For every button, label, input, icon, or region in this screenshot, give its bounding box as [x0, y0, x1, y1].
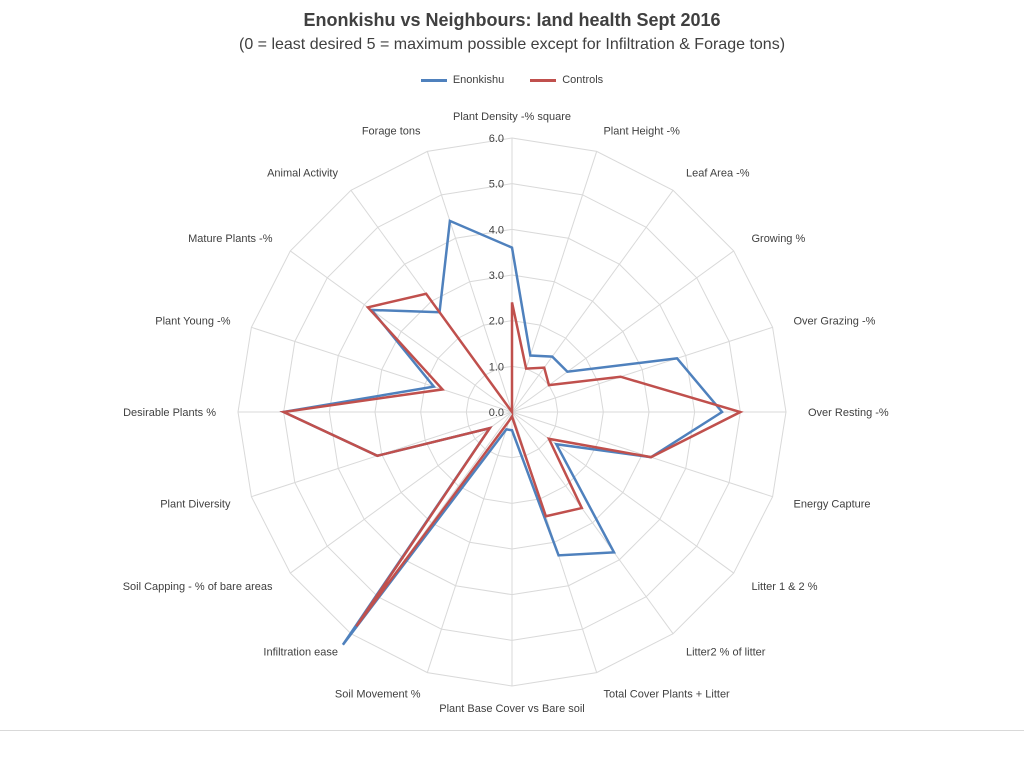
category-label: Plant Base Cover vs Bare soil	[439, 703, 585, 715]
grid-spoke	[290, 411, 513, 574]
legend-item-enonkishu: Enonkishu	[420, 74, 505, 86]
grid-spoke	[251, 326, 513, 413]
category-label: Soil Capping - % of bare areas	[123, 581, 273, 593]
tick-label: 2.0	[489, 316, 504, 328]
tick-label: 4.0	[489, 224, 504, 236]
chart-title: Enonkishu vs Neighbours: land health Sep…	[303, 10, 721, 30]
category-label: Growing %	[751, 233, 805, 245]
label-layer: Plant Density -% square Plant Height -% Le…	[123, 111, 889, 715]
category-label: Forage tons	[362, 125, 421, 137]
legend-item-controls: Controls	[530, 74, 603, 86]
legend: Enonkishu Controls	[0, 74, 1024, 86]
category-label: Litter2 % of litter	[686, 646, 766, 658]
tick-label: 0.0	[489, 407, 504, 419]
category-label: Infiltration ease	[263, 646, 338, 658]
legend-label-enonkishu: Enonkishu	[452, 74, 505, 86]
grid-spoke	[511, 326, 773, 413]
category-label: Litter 1 & 2 %	[751, 581, 817, 593]
series-controls-line	[279, 292, 744, 628]
category-label: Animal Activity	[267, 168, 338, 180]
category-label: Desirable Plants %	[123, 407, 216, 419]
footer-divider	[0, 730, 1024, 731]
category-label: Energy Capture	[794, 498, 871, 510]
category-label: Total Cover Plants + Litter	[603, 689, 730, 701]
grid-spoke	[511, 411, 734, 574]
tick-label: 6.0	[489, 133, 504, 145]
series-layer	[279, 219, 744, 646]
category-label: Mature Plants -%	[188, 233, 273, 245]
grid-spoke	[426, 411, 513, 673]
chart-subtitle: (0 = least desired 5 = maximum possible …	[238, 36, 786, 53]
tick-layer: 0.0 1.0 2.0 3.0 4.0 5.0 6.0	[489, 133, 504, 419]
tick-label: 1.0	[489, 361, 504, 373]
grid-spoke	[511, 411, 674, 634]
grid-spoke	[426, 151, 513, 413]
category-label: Over Grazing -%	[794, 316, 876, 328]
category-label: Plant Density -% square	[453, 111, 571, 123]
tick-label: 3.0	[489, 270, 504, 282]
category-label: Over Resting -%	[808, 407, 889, 419]
category-label: Plant Young -%	[155, 316, 230, 328]
category-label: Leaf Area -%	[686, 168, 750, 180]
grid-spoke	[290, 250, 513, 413]
grid-spoke	[511, 190, 674, 413]
category-label: Soil Movement %	[335, 689, 421, 701]
tick-label: 5.0	[489, 179, 504, 191]
series-enonkishu-line	[279, 219, 724, 646]
category-label: Plant Diversity	[160, 498, 231, 510]
legend-swatch-controls	[530, 78, 557, 82]
category-label: Plant Height -%	[603, 125, 680, 137]
legend-swatch-enonkishu	[420, 78, 447, 82]
legend-label-controls: Controls	[562, 74, 604, 86]
